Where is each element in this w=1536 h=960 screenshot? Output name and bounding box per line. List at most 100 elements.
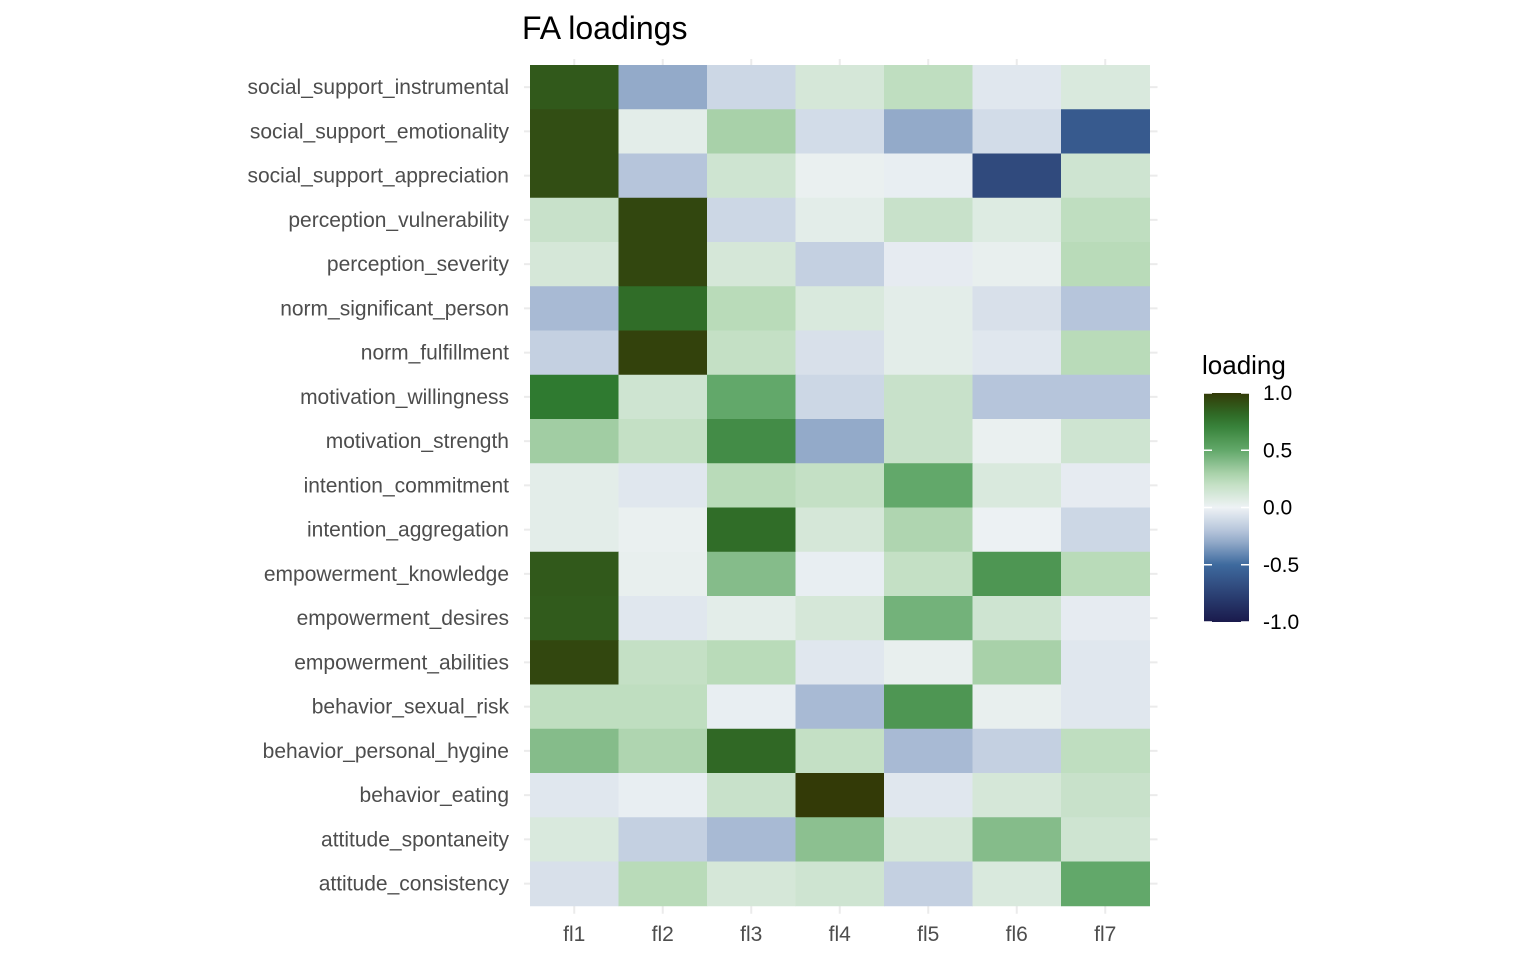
heatmap-cell [530, 728, 619, 774]
heatmap-cell [884, 65, 973, 110]
heatmap-cell [884, 109, 973, 154]
heatmap-cell [795, 419, 885, 464]
heatmap-cell [884, 330, 973, 376]
heatmap-cell [530, 242, 619, 287]
heatmap-cell [884, 374, 973, 420]
heatmap-cell [884, 596, 973, 641]
heatmap-cell [1061, 551, 1150, 597]
heatmap-cell [618, 596, 708, 641]
heatmap-cell [972, 330, 1062, 376]
chart-title: FA loadings [522, 10, 687, 46]
heatmap-cell [884, 197, 973, 243]
heatmap-cell [884, 773, 973, 818]
y-tick-label: attitude_consistency [319, 873, 510, 896]
y-tick-label: social_support_instrumental [248, 76, 509, 99]
heatmap-cell [707, 640, 796, 685]
heatmap-cell [1061, 596, 1150, 641]
heatmap-cell [530, 507, 619, 553]
y-tick-label: behavior_sexual_risk [312, 696, 510, 719]
heatmap-cell [618, 330, 708, 376]
heatmap-cell [618, 153, 708, 199]
heatmap-cell [530, 374, 619, 420]
heatmap-cell [884, 684, 973, 730]
y-axis-tick-labels: social_support_instrumental social_suppor… [247, 76, 509, 896]
y-tick-label: norm_significant_person [280, 297, 509, 320]
y-tick-label: motivation_willingness [300, 386, 509, 409]
heatmap-cell [707, 507, 796, 553]
heatmap-cell [618, 861, 708, 907]
heatmap-cell [795, 728, 885, 774]
heatmap-cell [530, 65, 619, 110]
heatmap-cell [972, 242, 1062, 287]
heatmap-cell [1061, 286, 1150, 331]
heatmap-cell [795, 463, 885, 508]
heatmap-cell [972, 861, 1062, 907]
heatmap-cell [1061, 861, 1150, 907]
heatmap-cell [795, 242, 885, 287]
heatmap-cell [618, 728, 708, 774]
y-tick-label: empowerment_desires [297, 607, 509, 630]
heatmap-cell [972, 773, 1062, 818]
heatmap-cell [1061, 109, 1150, 154]
heatmap-cell [884, 861, 973, 907]
heatmap-cell [972, 197, 1062, 243]
heatmap-cell [1061, 640, 1150, 685]
heatmap-cell [1061, 153, 1150, 199]
x-tick-label: fl4 [829, 923, 852, 946]
x-tick-label: fl3 [740, 923, 762, 946]
y-tick-label: norm_fulfillment [361, 342, 509, 365]
heatmap-cell [707, 773, 796, 818]
heatmap-cell [530, 463, 619, 508]
heatmap-cell [884, 817, 973, 862]
legend-tick-label: -1.0 [1263, 611, 1299, 634]
heatmap-cell [972, 153, 1062, 199]
heatmap-cell [884, 551, 973, 597]
legend: loading 1.0 0.5 0.0 -0.5 -1.0 [1202, 350, 1299, 634]
heatmap-cell [972, 817, 1062, 862]
heatmap-cell [884, 153, 973, 199]
heatmap-cell [530, 330, 619, 376]
heatmap-cell [972, 684, 1062, 730]
heatmap-cells [530, 65, 1150, 907]
heatmap-cell [707, 551, 796, 597]
heatmap-cell [618, 65, 708, 110]
heatmap-cell [707, 109, 796, 154]
heatmap-cell [530, 153, 619, 199]
heatmap-cell [707, 419, 796, 464]
heatmap-cell [972, 507, 1062, 553]
heatmap-cell [972, 463, 1062, 508]
heatmap-cell [530, 861, 619, 907]
heatmap-cell [530, 773, 619, 818]
heatmap-cell [884, 507, 973, 553]
heatmap-cell [795, 286, 885, 331]
legend-title: loading [1202, 350, 1286, 380]
heatmap-cell [530, 596, 619, 641]
heatmap-cell [972, 109, 1062, 154]
heatmap-cell [530, 419, 619, 464]
y-tick-label: behavior_personal_hygine [263, 740, 509, 763]
y-tick-label: social_support_appreciation [247, 165, 509, 188]
heatmap-cell [618, 773, 708, 818]
heatmap-cell [972, 65, 1062, 110]
y-tick-label: behavior_eating [360, 784, 509, 807]
y-tick-label: intention_aggregation [307, 519, 509, 542]
heatmap-cell [1061, 374, 1150, 420]
heatmap-cell [707, 242, 796, 287]
x-tick-label: fl5 [917, 923, 939, 946]
heatmap-cell [707, 330, 796, 376]
heatmap-cell [795, 551, 885, 597]
heatmap-cell [972, 551, 1062, 597]
heatmap-cell [795, 507, 885, 553]
heatmap-cell [707, 286, 796, 331]
legend-ticks: 1.0 0.5 0.0 -0.5 -1.0 [1204, 382, 1299, 634]
heatmap-cell [795, 817, 885, 862]
heatmap-cell [884, 419, 973, 464]
heatmap-cell [530, 817, 619, 862]
heatmap-cell [530, 286, 619, 331]
heatmap-cell [1061, 463, 1150, 508]
heatmap-cell [618, 817, 708, 862]
heatmap-cell [530, 551, 619, 597]
heatmap-cell [618, 684, 708, 730]
legend-tick-label: 1.0 [1263, 382, 1292, 405]
